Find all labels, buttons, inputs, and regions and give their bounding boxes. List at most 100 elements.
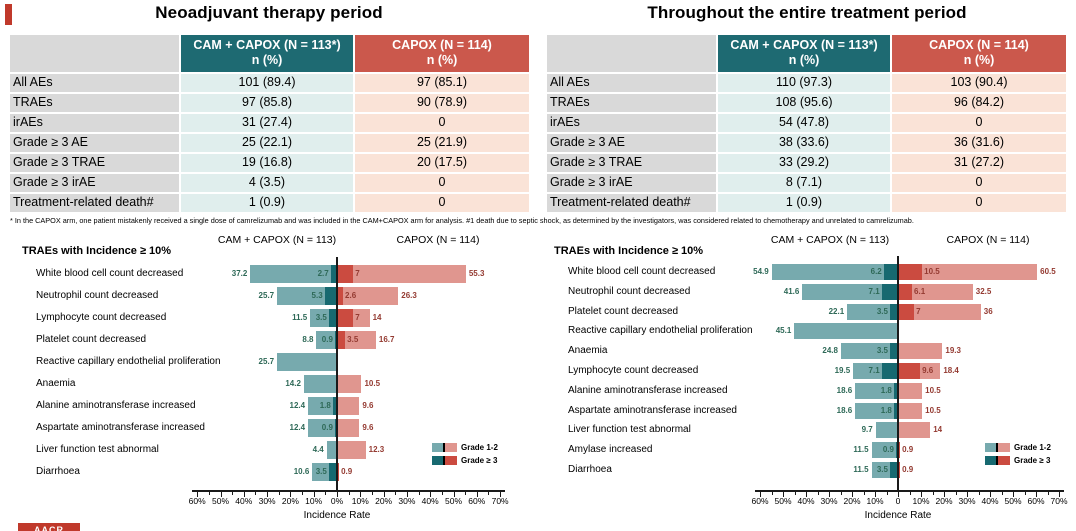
axis-tick-label: 20% <box>375 496 393 506</box>
axis-tick <box>944 492 945 497</box>
value-label-cam-grade3: 5.3 <box>311 291 323 300</box>
bar-capox-grade3plus <box>337 463 340 481</box>
legend-entry: Grade ≥ 3 <box>985 454 1051 467</box>
axis-tick <box>783 492 784 497</box>
value-label-cam-total: 11.5 <box>853 465 869 474</box>
bar-cam-grade12 <box>855 382 894 399</box>
table-row: Grade ≥ 3 AE 38 (33.6) 36 (31.6) <box>547 133 1066 152</box>
capox-value: 96 (84.2) <box>892 93 1066 112</box>
bar-cam-grade3plus <box>328 309 337 327</box>
value-label-cam-total: 24.8 <box>822 346 838 356</box>
category-label: Anaemia <box>36 378 76 389</box>
value-label-cam-grade3: 0.9 <box>882 445 894 455</box>
axis-tick <box>1024 492 1026 495</box>
value-label-cam-grade3: 1.8 <box>880 405 892 415</box>
axis-tick <box>1036 492 1037 497</box>
value-label-capox-total: 12.3 <box>368 445 385 454</box>
bar-cam-grade3plus <box>334 419 337 437</box>
legend-swatch-icon <box>985 443 1010 452</box>
ae-summary-table: CAM + CAPOX (N = 113*) n (%) CAPOX (N = 11… <box>545 33 1068 214</box>
bar-cam-grade12 <box>277 353 337 371</box>
axis-tick-label: 40% <box>797 496 815 506</box>
cam-value: 54 (47.8) <box>718 113 890 132</box>
bar-cam-grade12 <box>308 419 335 437</box>
legend-label: Grade 1-2 <box>461 443 498 452</box>
capox-value: 0 <box>355 193 529 212</box>
row-label: Grade ≥ 3 AE <box>10 133 179 152</box>
value-label-cam-grade3: 7.1 <box>868 366 880 375</box>
value-label-cam-grade3: 6.2 <box>870 267 882 276</box>
axis-tick-label: 10% <box>866 496 884 506</box>
value-label-cam-total: 45.1 <box>775 326 792 336</box>
table-row: Treatment-related death# 1 (0.9) 0 <box>547 193 1066 212</box>
axis-tick <box>921 492 922 497</box>
axis-tick-label: 10% <box>305 496 323 506</box>
axis-tick <box>208 492 210 495</box>
value-label-cam-total: 41.6 <box>783 286 800 296</box>
axis-tick-label: 40% <box>235 496 253 506</box>
row-label: TRAEs <box>547 93 716 112</box>
bar-capox-grade3plus <box>898 462 901 478</box>
bar-capox-grade3plus <box>337 309 354 327</box>
row-label: Grade ≥ 3 TRAE <box>10 153 179 172</box>
axis-tick-label: 40% <box>981 496 999 506</box>
bar-capox-grade12 <box>337 375 362 393</box>
category-label: Amylase increased <box>568 444 653 456</box>
panel-entire-treatment: Throughout the entire treatment period C… <box>538 0 1076 531</box>
value-label-cam-grade3: 2.7 <box>317 269 329 278</box>
axis-tick <box>465 492 467 495</box>
value-label-capox-total: 14 <box>372 313 382 322</box>
capox-column-header: CAPOX (N = 114) n (%) <box>355 35 529 72</box>
capox-value: 31 (27.2) <box>892 153 1066 172</box>
value-label-cam-grade3: 1.8 <box>319 401 331 410</box>
bar-capox-grade12 <box>353 265 466 283</box>
axis-tick-label: 30% <box>958 496 976 506</box>
cam-value: 33 (29.2) <box>718 153 890 172</box>
capox-arm-header: CAPOX (N = 114) <box>946 234 1030 246</box>
value-label-capox-grade3: 10.5 <box>924 267 940 276</box>
cam-value: 38 (33.6) <box>718 133 890 152</box>
bar-cam-grade3plus <box>881 283 898 300</box>
panel-title: Throughout the entire treatment period <box>647 3 967 22</box>
bar-cam-grade3plus <box>893 382 898 399</box>
capox-value: 97 (85.1) <box>355 73 529 92</box>
axis-tick <box>1059 492 1060 497</box>
cam-value: 31 (27.4) <box>181 113 353 132</box>
axis-tick-label: 70% <box>1050 496 1068 506</box>
axis-tick-label: 60% <box>188 496 206 506</box>
cam-arm-header: CAM + CAPOX (N = 113) <box>217 234 337 246</box>
row-label: Grade ≥ 3 AE <box>547 133 716 152</box>
bar-cam-grade12 <box>840 343 890 360</box>
axis-tick <box>476 492 478 497</box>
value-label-cam-total: 18.6 <box>836 405 853 415</box>
bar-capox-grade12 <box>343 287 399 305</box>
axis-tick <box>337 492 338 497</box>
bar-cam-grade12 <box>871 462 890 478</box>
x-axis-title: Incidence Rate <box>303 510 371 521</box>
legend-label: Grade 1-2 <box>1014 443 1051 452</box>
value-label-capox-total: 26.3 <box>401 291 417 300</box>
value-label-capox-grade3: 7 <box>355 313 360 322</box>
bar-capox-grade3plus <box>337 265 354 283</box>
bar-capox-grade12 <box>912 283 973 300</box>
category-label: Diarrhoea <box>36 466 80 477</box>
bar-capox-grade3plus <box>898 283 913 300</box>
row-label: All AEs <box>547 73 716 92</box>
bar-cam-grade3plus <box>895 442 898 459</box>
value-label-capox-total: 60.5 <box>1040 267 1056 276</box>
bar-cam-grade3plus <box>883 264 898 280</box>
axis-tick <box>1013 492 1014 497</box>
legend: Grade 1-2 Grade ≥ 3 <box>985 441 1051 467</box>
bar-capox-grade12 <box>337 397 360 415</box>
value-label-capox-total: 19.3 <box>945 346 961 356</box>
axis-tick <box>267 492 269 497</box>
bar-cam-grade3plus <box>330 265 337 283</box>
bar-cam-grade3plus <box>881 363 898 379</box>
axis-tick-label: 30% <box>820 496 838 506</box>
axis-tick <box>955 492 957 495</box>
cam-arm-header: CAM + CAPOX (N = 113) <box>770 234 890 246</box>
category-label: White blood cell count decreased <box>568 266 716 277</box>
value-label-cam-total: 11.5 <box>292 313 308 322</box>
cam-value: 25 (22.1) <box>181 133 353 152</box>
bar-cam-grade3plus <box>889 462 898 478</box>
